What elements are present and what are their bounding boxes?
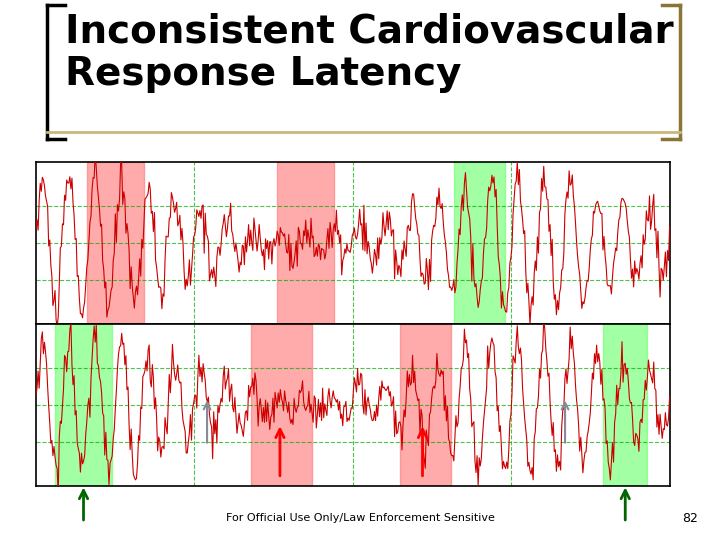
Bar	[603, 324, 647, 486]
Bar	[400, 324, 451, 486]
Bar	[55, 324, 112, 486]
Bar	[251, 324, 312, 486]
Text: Inconsistent Cardiovascular
Response Latency: Inconsistent Cardiovascular Response Lat…	[65, 12, 673, 92]
Bar	[454, 162, 505, 324]
Text: For Official Use Only/Law Enforcement Sensitive: For Official Use Only/Law Enforcement Se…	[225, 514, 495, 523]
Bar	[86, 162, 144, 324]
Bar	[276, 162, 334, 324]
Text: 82: 82	[683, 512, 698, 525]
